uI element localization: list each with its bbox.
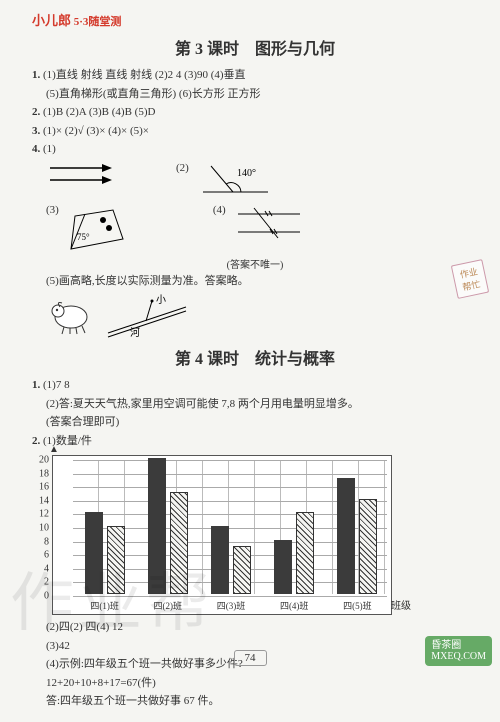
y-axis-arrow: ▲ bbox=[49, 444, 59, 455]
p2: (2) bbox=[176, 162, 189, 174]
y-tick: 4 bbox=[31, 563, 49, 574]
bar bbox=[274, 540, 292, 594]
fig-row-2: (3) 75° (4) bbox=[46, 204, 478, 254]
gridline bbox=[73, 460, 387, 461]
x-tick: 四(1)班 bbox=[90, 599, 119, 612]
angle-140-icon: 140° bbox=[193, 162, 273, 202]
x-tick: 四(4)班 bbox=[280, 599, 309, 612]
y-tick: 0 bbox=[31, 591, 49, 602]
page-number: 74 bbox=[234, 650, 267, 666]
bar bbox=[233, 546, 251, 594]
bar bbox=[337, 478, 355, 594]
gridline bbox=[73, 596, 387, 597]
sheep-icon bbox=[46, 297, 96, 335]
fig2: (2) 140° bbox=[176, 162, 273, 202]
corner-stamp: 昏茶圈 MXEQ.COM bbox=[425, 636, 492, 666]
y-tick: 18 bbox=[31, 468, 49, 479]
q-num: 4. bbox=[32, 143, 40, 155]
y-tick: 16 bbox=[31, 482, 49, 493]
p3: (3) bbox=[46, 204, 59, 216]
fig1 bbox=[46, 162, 116, 186]
l3-q2: 2. (1)B (2)A (3)B (4)B (5)D bbox=[32, 104, 478, 121]
bar bbox=[107, 526, 125, 594]
l3-q4-5: (5)画高略,长度以实际测量为准。答案略。 bbox=[32, 273, 478, 290]
stamp-l2: MXEQ.COM bbox=[431, 651, 486, 662]
y-tick: 6 bbox=[31, 550, 49, 561]
flag-75-icon: 75° bbox=[63, 204, 133, 254]
brand: 小儿郎 bbox=[32, 13, 71, 28]
y-tick: 20 bbox=[31, 455, 49, 466]
l4-q1: 1. (1)7 8 bbox=[32, 377, 478, 394]
arrows-icon bbox=[46, 162, 116, 186]
sheep-figure: 小 河 bbox=[46, 293, 478, 339]
lesson3-title: 第 3 课时 图形与几何 bbox=[32, 35, 478, 59]
x-tick: 四(5)班 bbox=[343, 599, 372, 612]
q-num: 1. bbox=[32, 379, 40, 391]
q-num: 2. bbox=[32, 435, 40, 447]
bar bbox=[211, 526, 229, 594]
fig-row-1: (2) 140° bbox=[46, 162, 478, 202]
bar bbox=[359, 499, 377, 594]
bar bbox=[170, 492, 188, 594]
bar bbox=[296, 512, 314, 594]
l4-q1-2: (2)答:夏天天气热,家里用空调可能使 7,8 两个月用电量明显增多。 bbox=[32, 396, 478, 413]
label-small: 小 bbox=[156, 294, 166, 306]
x-tick: 四(3)班 bbox=[217, 599, 246, 612]
y-tick: 12 bbox=[31, 509, 49, 520]
q-num: 3. bbox=[32, 125, 40, 137]
l4-q2-4c: 答:四年级五个班一共做好事 67 件。 bbox=[32, 693, 478, 710]
bar bbox=[148, 458, 166, 594]
parallel-lines-icon bbox=[230, 204, 310, 244]
l3-q1: 1. (1)直线 射线 直线 射线 (2)2 4 (3)90 (4)垂直 bbox=[32, 67, 478, 84]
l4-q1-2b: (答案合理即可) bbox=[32, 414, 478, 431]
l4-q2-4b: 12+20+10+8+17=67(件) bbox=[32, 675, 478, 692]
side-badge: 作业 帮忙 bbox=[451, 259, 489, 299]
l3-q1b: (5)直角梯形(或直角三角形) (6)长方形 正方形 bbox=[32, 86, 478, 103]
q-text: (1)B (2)A (3)B (4)B (5)D bbox=[43, 106, 155, 118]
l4-q2: 2. (1)数量/件 bbox=[32, 433, 478, 450]
q-text: (1)× (2)√ (3)× (4)× (5)× bbox=[43, 125, 149, 137]
q-text: (1)直线 射线 直线 射线 (2)2 4 (3)90 (4)垂直 bbox=[43, 69, 246, 81]
stamp-l1: 昏茶圈 bbox=[431, 640, 486, 651]
q-num: 2. bbox=[32, 106, 40, 118]
lesson4-title: 第 4 课时 统计与概率 bbox=[32, 345, 478, 369]
badge-l2: 帮忙 bbox=[461, 277, 481, 293]
y-tick: 10 bbox=[31, 523, 49, 534]
x-axis-unit: 班级 bbox=[391, 597, 411, 612]
l3-q3: 3. (1)× (2)√ (3)× (4)× (5)× bbox=[32, 123, 478, 140]
river-icon: 小 河 bbox=[102, 293, 192, 339]
answer-note: (答案不唯一) bbox=[32, 256, 478, 271]
page-header: 小儿郎 5·3随堂测 bbox=[32, 10, 478, 29]
header-sub: 5·3随堂测 bbox=[74, 16, 122, 28]
label-river: 河 bbox=[130, 327, 140, 339]
y-tick: 8 bbox=[31, 536, 49, 547]
angle-label: 140° bbox=[237, 168, 256, 179]
l4-q2-2: (2)四(2) 四(4) 12 bbox=[32, 619, 478, 636]
q-text: (1)7 8 bbox=[43, 379, 70, 391]
q-num: 1. bbox=[32, 69, 40, 81]
x-tick: 四(2)班 bbox=[154, 599, 183, 612]
y-tick: 2 bbox=[31, 577, 49, 588]
l3-q4: 4. (1) bbox=[32, 141, 478, 158]
p4: (4) bbox=[213, 204, 226, 216]
gridline bbox=[73, 474, 387, 475]
fig3: (3) 75° bbox=[46, 204, 133, 254]
bar bbox=[85, 512, 103, 594]
bar-chart: ▲ 班级 02468101214161820四(1)班四(2)班四(3)班四(4… bbox=[52, 455, 478, 615]
y-tick: 14 bbox=[31, 495, 49, 506]
angle-label: 75° bbox=[77, 232, 90, 242]
fig4: (4) bbox=[213, 204, 310, 244]
p1: (1) bbox=[43, 143, 56, 155]
